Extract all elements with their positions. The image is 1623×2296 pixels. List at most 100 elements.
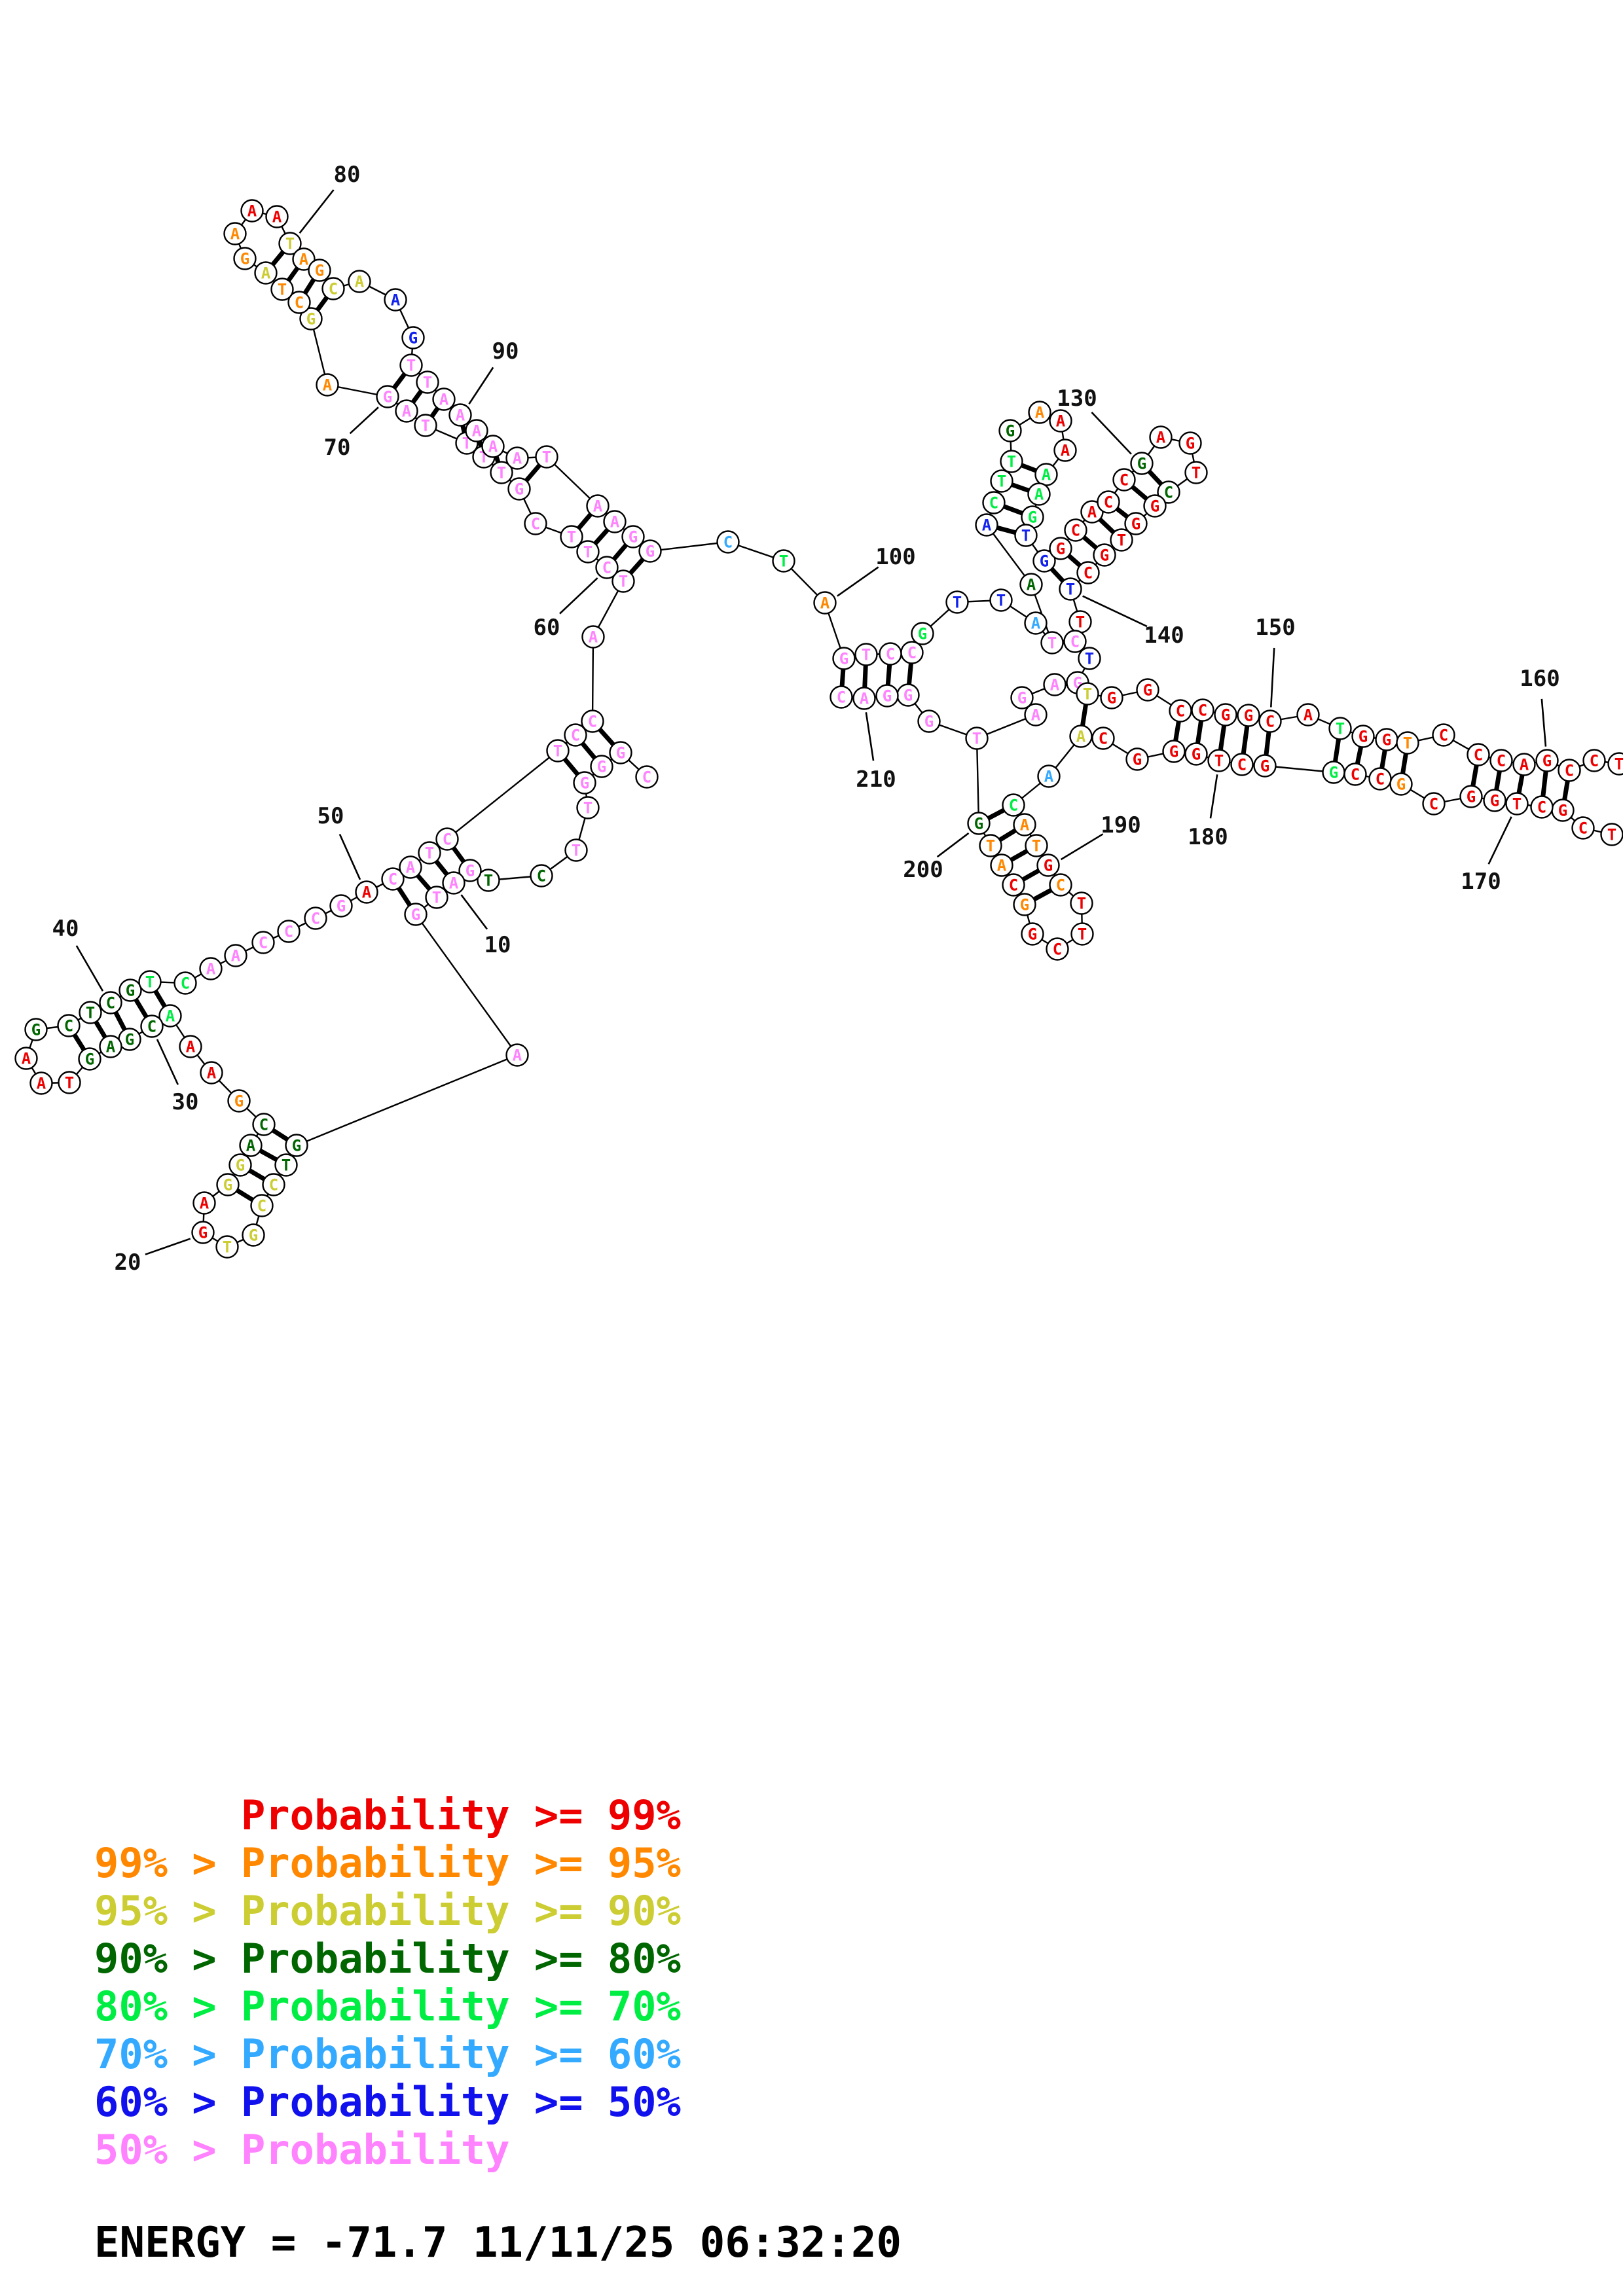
- nucleotide-letter: T: [1032, 837, 1041, 855]
- nucleotide-letter: C: [1104, 493, 1113, 512]
- nucleotide-letter: G: [974, 815, 983, 833]
- nucleotide: G: [1389, 772, 1413, 796]
- nucleotide-letter: G: [315, 262, 324, 280]
- nucleotide-circle: [299, 307, 323, 331]
- nucleotide-circle: [399, 353, 423, 377]
- nucleotide-letter: T: [986, 837, 995, 855]
- nucleotide-circle: [581, 709, 604, 733]
- nucleotide-letter: C: [1120, 471, 1129, 490]
- backbone-links: [25, 209, 1620, 1248]
- nucleotide-letter: A: [261, 264, 271, 283]
- nucleotide-circle: [830, 685, 853, 709]
- position-label: 30: [172, 1089, 199, 1115]
- nucleotide-letter: G: [1558, 802, 1567, 820]
- nucleotide-letter: A: [1027, 576, 1036, 594]
- nucleotide: T: [490, 461, 513, 484]
- nucleotide-letter: A: [355, 273, 365, 291]
- position-label: 50: [318, 803, 344, 829]
- nucleotide: T: [215, 1235, 239, 1259]
- nucleotide: C: [1157, 480, 1180, 504]
- nucleotide-letter: C: [284, 923, 293, 941]
- nucleotide: A: [442, 871, 465, 895]
- legend-row-below-50: 50% > Probability: [94, 2126, 510, 2174]
- nucleotide: A: [223, 222, 247, 245]
- nucleotide-circle: [1010, 686, 1034, 709]
- nucleotide: G: [242, 1223, 265, 1247]
- nucleotide-letter: C: [1009, 797, 1018, 815]
- nucleotide: T: [414, 414, 437, 437]
- nucleotide-circle: [200, 1061, 223, 1085]
- nucleotide-letter: G: [1006, 422, 1015, 440]
- nucleotide-circle: [14, 1047, 38, 1070]
- nucleotide: T: [1000, 450, 1023, 473]
- nucleotide-letter: A: [231, 947, 241, 965]
- label-leader: [75, 945, 104, 992]
- backbone-link: [447, 750, 558, 840]
- nucleotide: G: [1143, 494, 1167, 518]
- label-leader: [559, 577, 598, 615]
- nucleotide-letter: C: [269, 1176, 278, 1194]
- nucleotide: A: [505, 1043, 529, 1067]
- nucleotide-letter: T: [278, 281, 287, 299]
- nucleotide: C: [982, 491, 1006, 514]
- nucleotide-letter: T: [1077, 895, 1086, 913]
- backbone-link: [976, 738, 980, 824]
- nucleotide: T: [989, 588, 1013, 612]
- nucleotide: G: [1049, 537, 1072, 560]
- nucleotide-circle: [395, 399, 418, 423]
- nucleotide-circle: [505, 446, 529, 470]
- nucleotide: T: [965, 726, 989, 750]
- nucleotide-circle: [1582, 749, 1606, 772]
- nucleotide-circle: [1014, 524, 1038, 547]
- nucleotide-circle: [278, 232, 302, 255]
- nucleotide-letter: A: [247, 202, 257, 221]
- nucleotide: T: [270, 278, 294, 301]
- label-leader: [1091, 412, 1132, 455]
- nucleotide-letter: T: [1512, 795, 1522, 814]
- nucleotide-circle: [418, 841, 441, 865]
- nucleotide: C: [1422, 792, 1446, 816]
- nucleotide: G: [216, 1173, 240, 1196]
- nucleotide: A: [179, 1035, 202, 1058]
- nucleotide: G: [1375, 728, 1398, 751]
- nucleotide-letter: A: [1031, 706, 1041, 725]
- nucleotide-letter: G: [198, 1224, 208, 1242]
- nucleotide: T: [576, 540, 600, 564]
- nucleotide: C: [173, 971, 197, 995]
- nucleotide-circle: [530, 864, 553, 888]
- nucleotide: C: [564, 723, 587, 747]
- nucleotide-circle: [251, 931, 275, 954]
- nucleotide-circle: [1467, 743, 1490, 766]
- nucleotide-letter: C: [1237, 756, 1247, 774]
- nucleotide-circle: [524, 512, 547, 535]
- nucleotide-circle: [609, 741, 632, 764]
- nucleotide: G: [911, 622, 934, 645]
- nucleotide: A: [1296, 703, 1320, 726]
- nucleotide: A: [1080, 500, 1104, 524]
- nucleotide-circle: [1069, 725, 1093, 748]
- nucleotide-letter: T: [1021, 527, 1030, 545]
- nucleotide: C: [1046, 937, 1069, 961]
- nucleotide-letter: G: [1017, 689, 1027, 708]
- nucleotide-letter: T: [1085, 650, 1094, 668]
- nucleotide-letter: G: [597, 758, 606, 776]
- nucleotide-circle: [638, 539, 662, 563]
- nucleotide: C: [524, 512, 547, 535]
- nucleotide: A: [1024, 703, 1048, 726]
- nucleotide-letter: T: [583, 543, 593, 562]
- nucleotide-letter: C: [1578, 819, 1588, 838]
- nucleotide-letter: T: [1214, 752, 1224, 770]
- nucleotide: C: [530, 864, 553, 888]
- nucleotide: A: [481, 435, 505, 458]
- nucleotide-letter: A: [402, 403, 412, 421]
- nucleotide-circle: [490, 461, 513, 484]
- nucleotide-circle: [24, 1018, 48, 1041]
- backbone-link: [546, 456, 598, 507]
- nucleotide-letter: T: [997, 473, 1006, 491]
- nucleotide-circle: [989, 588, 1013, 612]
- nucleotide-letter: T: [407, 357, 416, 375]
- nucleotide: G: [1036, 853, 1060, 877]
- nucleotide-circle: [1002, 873, 1025, 897]
